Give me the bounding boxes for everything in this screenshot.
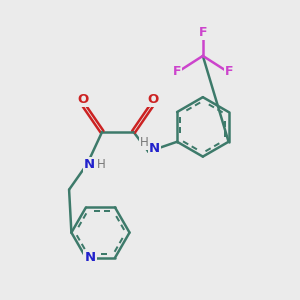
Text: H: H [97,158,106,171]
Text: N: N [84,158,95,171]
Text: O: O [147,93,159,106]
Text: F: F [225,65,233,78]
Text: N: N [149,142,160,155]
Text: F: F [172,65,181,78]
Text: H: H [140,136,149,149]
Text: N: N [84,251,95,264]
Text: O: O [77,93,88,106]
Text: F: F [199,26,207,39]
